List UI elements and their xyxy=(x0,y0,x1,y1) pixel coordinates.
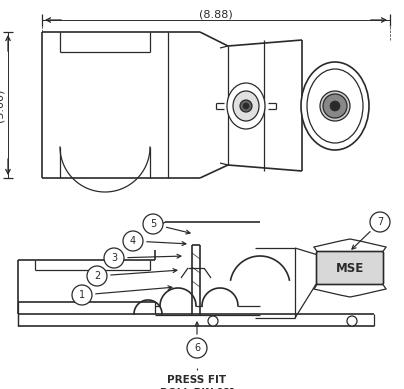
Circle shape xyxy=(208,316,218,326)
FancyBboxPatch shape xyxy=(316,252,383,284)
Circle shape xyxy=(87,266,107,286)
Circle shape xyxy=(347,316,357,326)
Circle shape xyxy=(104,248,124,268)
Text: PRESS FIT
ROLL PIN [6]: PRESS FIT ROLL PIN [6] xyxy=(160,375,234,389)
Circle shape xyxy=(243,103,249,109)
Text: 2: 2 xyxy=(94,271,100,281)
Circle shape xyxy=(143,214,163,234)
Text: 4: 4 xyxy=(130,236,136,246)
Text: 6: 6 xyxy=(194,343,200,353)
Text: 7: 7 xyxy=(377,217,383,227)
Ellipse shape xyxy=(233,91,259,121)
Ellipse shape xyxy=(227,83,265,129)
Ellipse shape xyxy=(307,69,363,143)
Circle shape xyxy=(330,101,340,111)
Circle shape xyxy=(370,212,390,232)
Text: MSE: MSE xyxy=(336,261,364,275)
Circle shape xyxy=(240,100,252,112)
Ellipse shape xyxy=(320,91,350,121)
Circle shape xyxy=(123,231,143,251)
Text: 5: 5 xyxy=(150,219,156,229)
Text: 3: 3 xyxy=(111,253,117,263)
Circle shape xyxy=(72,285,92,305)
Text: (8.88): (8.88) xyxy=(199,9,233,19)
Ellipse shape xyxy=(301,62,369,150)
Text: 1: 1 xyxy=(79,290,85,300)
Text: (3.00): (3.00) xyxy=(0,88,5,122)
Circle shape xyxy=(187,338,207,358)
Circle shape xyxy=(323,94,347,118)
